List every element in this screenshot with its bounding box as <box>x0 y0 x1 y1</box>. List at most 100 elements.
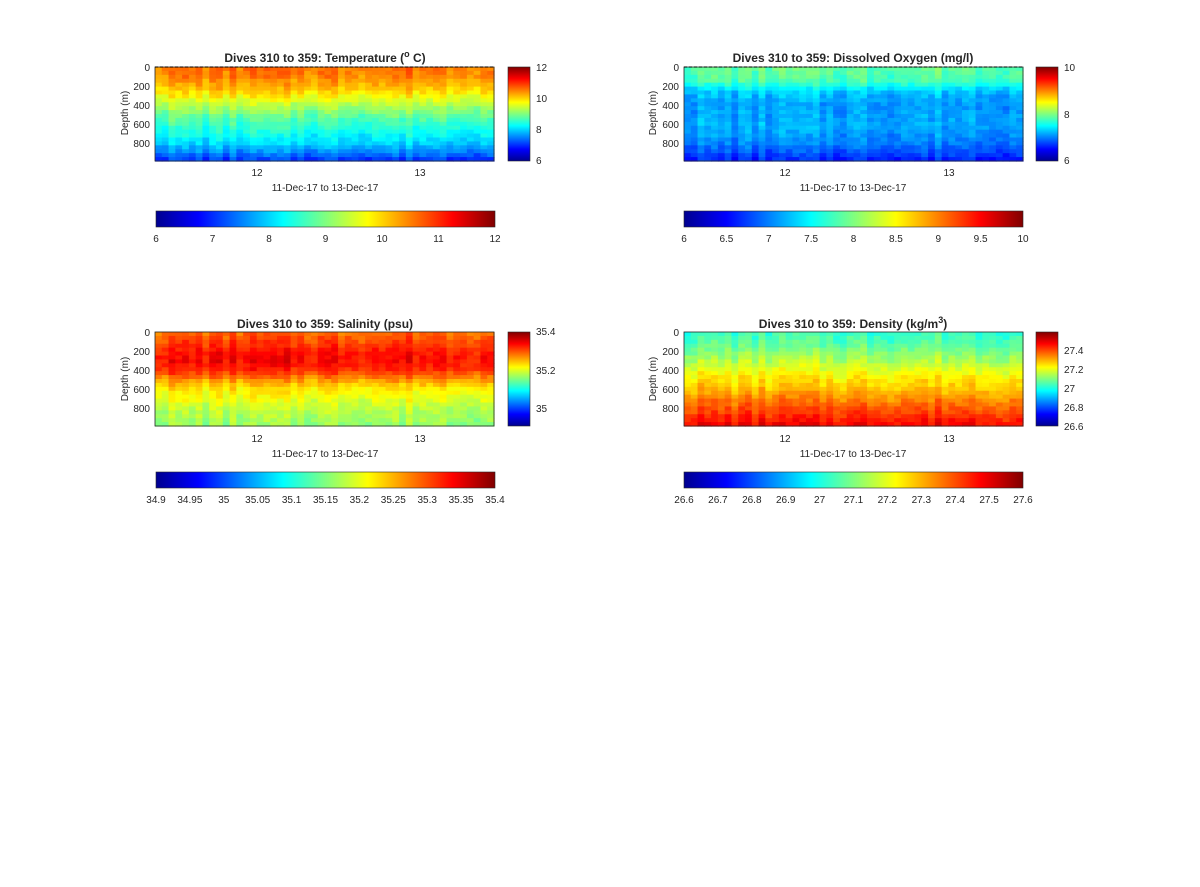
heatmap-cell <box>880 117 888 123</box>
heatmap-cell <box>399 141 407 146</box>
heatmap-cell <box>277 422 285 427</box>
heatmap-cell <box>358 414 366 419</box>
heatmap-cell <box>175 114 183 119</box>
heatmap-cell <box>283 145 292 150</box>
heatmap-cell <box>941 410 950 415</box>
heatmap-cell <box>236 339 244 345</box>
colorbar-ticks: 6 8 10 <box>1064 63 1076 167</box>
heatmap-cell <box>704 102 712 107</box>
heatmap-cell <box>263 114 271 119</box>
heatmap-cell <box>365 367 373 372</box>
heatmap-cell <box>684 82 692 88</box>
heatmap-cell <box>907 157 916 162</box>
heatmap-cell <box>317 332 326 337</box>
heatmap-cell <box>439 153 448 158</box>
heatmap-cell <box>684 117 692 123</box>
heatmap-cell <box>914 418 922 423</box>
heatmap-cell <box>867 371 875 376</box>
heatmap-cell <box>297 347 305 353</box>
heatmap-cell <box>277 74 285 80</box>
heatmap-cell <box>480 367 488 372</box>
heatmap-cell <box>439 402 448 408</box>
heatmap-cell <box>846 382 855 388</box>
heatmap-cell <box>812 386 821 392</box>
heatmap-cell <box>378 367 387 372</box>
heatmap-cell <box>297 149 305 154</box>
heatmap-cell <box>792 339 800 345</box>
heatmap-cell <box>365 382 373 388</box>
heatmap-cell <box>907 102 916 107</box>
heatmap-cell <box>243 355 251 361</box>
heatmap-cell <box>175 355 183 361</box>
heatmap-cell <box>385 86 393 92</box>
heatmap-cell <box>772 375 780 380</box>
heatmap-cell <box>731 371 739 376</box>
heatmap-cell <box>243 351 251 357</box>
heatmap-cell <box>405 339 414 345</box>
heatmap-cell <box>290 86 298 92</box>
heatmap-cell <box>812 422 821 427</box>
heatmap-cell <box>419 375 427 380</box>
heatmap-cell <box>961 386 970 392</box>
heatmap-cell <box>270 106 278 111</box>
heatmap-cell <box>453 98 461 103</box>
heatmap-cell <box>392 90 400 96</box>
heatmap-cell <box>351 114 359 119</box>
heatmap-cell <box>934 70 943 76</box>
heatmap-cell <box>853 98 861 103</box>
heatmap-cell <box>480 129 488 135</box>
heatmap-cell <box>446 351 454 357</box>
heatmap-cell <box>371 363 380 368</box>
heatmap-cell <box>995 67 1004 72</box>
heatmap-cell <box>717 343 726 349</box>
heatmap-cell <box>1016 339 1024 345</box>
heatmap-cell <box>955 406 963 411</box>
heatmap-cell <box>819 129 827 135</box>
heatmap-cell <box>392 359 400 364</box>
heatmap-cell <box>175 339 183 345</box>
heatmap-cell <box>697 382 705 388</box>
heatmap-cell <box>263 386 271 392</box>
heatmap-cell <box>894 137 902 143</box>
heatmap-cell <box>385 390 393 396</box>
heatmap-cell <box>439 363 448 368</box>
heatmap-cell <box>724 355 733 361</box>
heatmap-cell <box>975 359 983 364</box>
heatmap-cell <box>405 98 414 103</box>
heatmap-cell <box>222 110 231 115</box>
heatmap-cell <box>466 133 475 139</box>
heatmap-cell <box>785 422 794 427</box>
heatmap-cell <box>751 157 760 162</box>
heatmap-cell <box>745 102 753 107</box>
heatmap-cell <box>263 410 271 415</box>
heatmap-cell <box>256 414 265 419</box>
heatmap-cell <box>758 82 766 88</box>
heatmap-cell <box>222 106 231 111</box>
heatmap-cell <box>1016 414 1024 419</box>
heatmap-cell <box>310 335 319 341</box>
heatmap-cell <box>934 98 943 103</box>
heatmap-cell <box>778 141 787 146</box>
heatmap-cell <box>812 141 821 146</box>
heatmap-cell <box>826 406 834 411</box>
heatmap-cell <box>982 153 990 158</box>
heatmap-cell <box>480 386 488 392</box>
heatmap-cell <box>1002 141 1011 146</box>
heatmap-cell <box>371 86 380 92</box>
heatmap-cell <box>460 86 468 92</box>
heatmap-cell <box>772 359 780 364</box>
heatmap-cell <box>175 332 183 337</box>
heatmap-cell <box>867 355 875 361</box>
heatmap-cell <box>277 90 285 96</box>
heatmap-cell <box>724 382 733 388</box>
heatmap-cell <box>907 390 916 396</box>
heatmap-cell <box>799 343 807 349</box>
heatmap-cell <box>263 382 271 388</box>
heatmap-cell <box>873 110 882 115</box>
heatmap-cell <box>202 137 210 143</box>
heatmap-cell <box>195 94 204 99</box>
heatmap-cell <box>419 367 427 372</box>
heatmap-cell <box>961 355 970 361</box>
heatmap-cell <box>846 121 855 127</box>
heatmap-cell <box>216 70 224 76</box>
